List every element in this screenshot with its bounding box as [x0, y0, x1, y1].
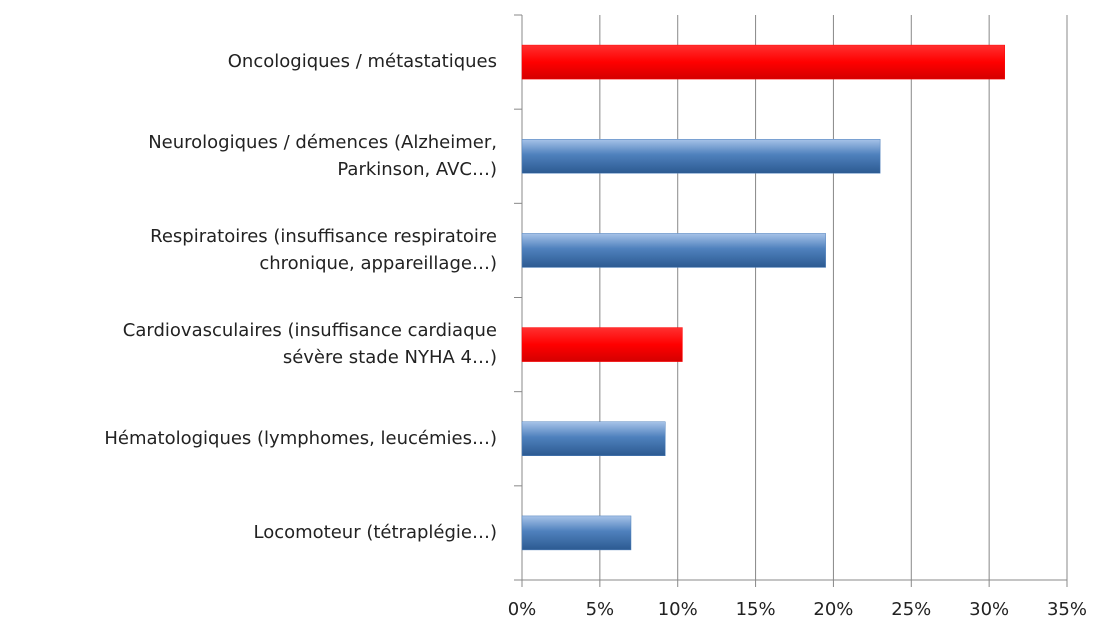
y-tick-label: Locomoteur (tétraplégie…) [253, 522, 497, 543]
x-tick-label: 25% [891, 599, 931, 620]
y-tick-label: Parkinson, AVC…) [337, 159, 497, 180]
bar [521, 139, 881, 174]
y-tick-label: chronique, appareillage…) [259, 253, 497, 274]
bar [521, 233, 826, 268]
y-tick-label: Neurologiques / démences (Alzheimer, [148, 132, 497, 153]
x-tick-label: 10% [658, 599, 698, 620]
y-tick-label: sévère stade NYHA 4…) [283, 347, 497, 368]
y-tick-label: Respiratoires (insuffisance respiratoire [150, 226, 497, 247]
y-tick-label: Cardiovasculaires (insuffisance cardiaqu… [123, 320, 497, 341]
bar [521, 515, 632, 551]
x-tick-label: 30% [969, 599, 1009, 620]
y-tick-label: Oncologiques / métastatiques [228, 51, 497, 72]
x-tick-label: 35% [1047, 599, 1087, 620]
bar [521, 44, 1005, 80]
x-tick-label: 15% [736, 599, 776, 620]
y-tick-label: Hématologiques (lymphomes, leucémies…) [104, 428, 497, 449]
x-tick-label: 5% [586, 599, 615, 620]
x-tick-label: 20% [813, 599, 853, 620]
x-tick-label: 0% [508, 599, 537, 620]
bar [521, 327, 683, 362]
bar [521, 421, 666, 456]
